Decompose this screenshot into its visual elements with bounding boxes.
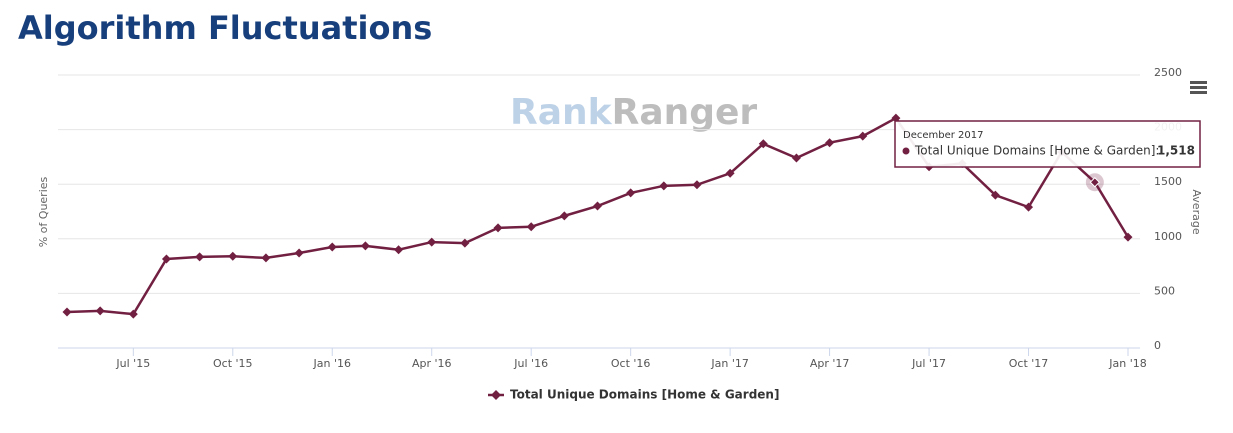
menu-bar[interactable]	[1190, 86, 1207, 89]
x-tick-label: Jul '15	[115, 357, 150, 370]
y2-axis-label: Average	[1190, 189, 1203, 234]
point	[990, 190, 1000, 200]
y2-tick-label: 0	[1154, 339, 1161, 352]
tooltip-title: December 2017	[903, 130, 983, 141]
point	[559, 211, 569, 221]
tooltip: December 2017 Total Unique Domains [Home …	[894, 120, 1201, 168]
y-axis-label: % of Queries	[37, 176, 50, 247]
point	[261, 253, 271, 263]
x-tick-label: Oct '16	[611, 357, 651, 370]
tooltip-value: 1,518	[1157, 144, 1195, 158]
watermark-first: Rank	[510, 92, 613, 133]
x-tick-label: Jul '17	[911, 357, 946, 370]
menu-bar[interactable]	[1190, 91, 1207, 94]
point	[626, 188, 636, 198]
point	[394, 245, 404, 255]
watermark-second: Ranger	[612, 92, 758, 133]
y2-tick-label: 2500	[1154, 66, 1182, 79]
point	[1123, 232, 1133, 242]
point	[195, 252, 205, 262]
point	[228, 251, 238, 261]
point	[62, 307, 72, 317]
point	[858, 131, 868, 141]
point	[758, 139, 768, 149]
point	[1089, 177, 1101, 188]
point	[659, 181, 669, 191]
x-tick-label: Oct '15	[213, 357, 253, 370]
point	[593, 201, 602, 211]
tooltip-bullet	[902, 147, 910, 155]
x-tick-label: Jan '16	[313, 357, 351, 370]
point	[1024, 202, 1034, 212]
x-tick-label: Apr '16	[412, 357, 452, 370]
x-tick-label: Jan '17	[710, 357, 748, 370]
legend-marker	[491, 390, 501, 400]
point	[128, 309, 138, 319]
point	[791, 153, 801, 163]
point	[95, 306, 105, 316]
chart-title: Algorithm Fluctuations	[18, 9, 432, 47]
watermark: RankRanger	[510, 92, 757, 133]
point	[460, 238, 470, 248]
menu-icon[interactable]	[1190, 81, 1207, 94]
point	[825, 138, 835, 148]
y2-tick-label: 500	[1154, 284, 1175, 297]
tooltip-text: Total Unique Domains [Home & Garden]:	[914, 144, 1159, 158]
point	[493, 223, 503, 233]
menu-bar[interactable]	[1190, 81, 1207, 84]
point	[692, 180, 702, 190]
x-tick-label: Apr '17	[810, 357, 850, 370]
x-tick-label: Oct '17	[1009, 357, 1049, 370]
y2-tick-label: 1000	[1154, 230, 1182, 243]
point	[294, 248, 304, 258]
point	[526, 222, 536, 232]
point	[360, 241, 370, 251]
x-tick-label: Jul '16	[513, 357, 548, 370]
point	[427, 237, 437, 247]
point	[327, 242, 337, 252]
legend-label: Total Unique Domains [Home & Garden]	[510, 388, 779, 402]
y2-tick-label: 1500	[1154, 175, 1182, 188]
point	[725, 168, 735, 178]
tooltip-box	[894, 120, 1201, 168]
point	[161, 254, 171, 264]
x-tick-label: Jan '18	[1108, 357, 1146, 370]
